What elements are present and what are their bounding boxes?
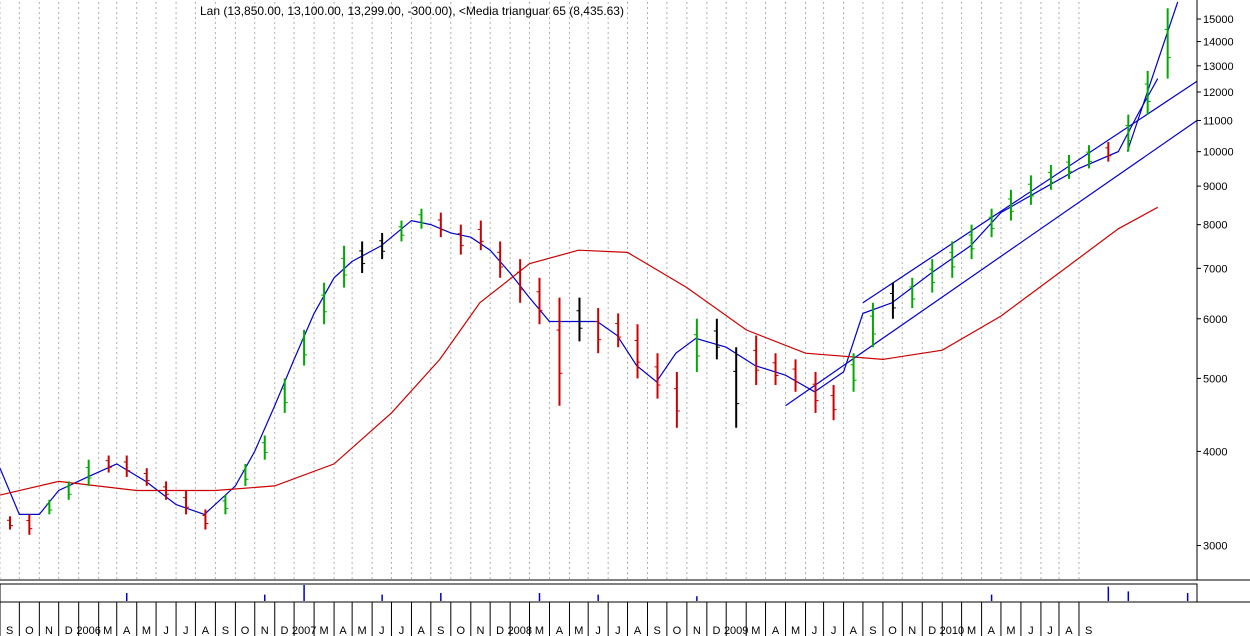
x-tick-label: M (967, 625, 976, 636)
x-tick-label: J (615, 625, 621, 636)
x-tick-label: M (142, 625, 151, 636)
x-tick-label: M (791, 625, 800, 636)
x-tick-label: D (496, 625, 504, 636)
y-tick-label: 6000 (1203, 314, 1227, 326)
x-tick-label: J (1047, 625, 1053, 636)
x-tick-label: N (477, 625, 485, 636)
x-tick-label: M (319, 625, 328, 636)
x-tick-label: N (908, 625, 916, 636)
x-tick-label: M (1006, 625, 1015, 636)
vertical-grid (0, 2, 1080, 580)
x-tick-label: 2010 (940, 625, 964, 636)
x-tick-label: J (1028, 625, 1034, 636)
series-line-1 (0, 206, 1158, 496)
x-tick-label: J (379, 625, 385, 636)
x-tick-label: J (812, 625, 818, 636)
x-tick-label: N (45, 625, 53, 636)
x-tick-label: A (1065, 625, 1073, 636)
x-tick-label: 2009 (724, 625, 748, 636)
x-tick-label: S (6, 625, 13, 636)
x-axis: S O N D 2006 M A M J J A S O N D 2007 M A M J J A S O N D 2008 M A M J… (0, 601, 1250, 636)
y-tick-label: 4000 (1203, 446, 1227, 458)
y-tick-label: 13000 (1203, 61, 1234, 73)
y-tick-label: 14000 (1203, 37, 1234, 49)
x-tick-label: S (437, 625, 444, 636)
price-bars (7, 8, 1171, 535)
y-tick-label: 10000 (1203, 147, 1234, 159)
x-tick-label: A (556, 625, 564, 636)
chart-title: Lan (13,850.00, 13,100.00, 13,299.00, -3… (200, 4, 624, 18)
x-tick-label: J (183, 625, 189, 636)
x-tick-label: M (358, 625, 367, 636)
y-tick-label: 8000 (1203, 220, 1227, 232)
x-tick-label: D (713, 625, 721, 636)
y-tick-label: 12000 (1203, 87, 1234, 99)
y-tick-label: 11000 (1203, 115, 1233, 127)
x-tick-label: D (928, 625, 936, 636)
x-tick-label: A (988, 625, 996, 636)
x-tick-label: A (339, 625, 347, 636)
x-tick-label: M (751, 625, 760, 636)
series-line-0 (0, 78, 1159, 516)
x-tick-label: S (1085, 625, 1092, 636)
y-tick-label: 7000 (1203, 263, 1227, 275)
x-tick-label: O (25, 625, 34, 636)
x-tick-label: J (595, 625, 601, 636)
x-tick-label: D (280, 625, 288, 636)
series-line-4 (1126, 1, 1179, 152)
x-tick-label: 2008 (508, 625, 532, 636)
x-tick-label: S (222, 625, 229, 636)
x-tick-label: S (654, 625, 661, 636)
x-tick-label: S (869, 625, 876, 636)
x-tick-label: A (417, 625, 425, 636)
y-tick-label: 15000 (1203, 14, 1234, 26)
x-tick-label: M (103, 625, 112, 636)
x-tick-label: O (888, 625, 897, 636)
x-tick-label: M (535, 625, 544, 636)
volume-panel (0, 583, 1198, 603)
x-tick-label: A (123, 625, 131, 636)
x-tick-label: O (241, 625, 250, 636)
x-tick-label: J (831, 625, 837, 636)
x-tick-label: A (772, 625, 780, 636)
x-tick-label: M (574, 625, 583, 636)
x-tick-label: 2007 (292, 625, 316, 636)
y-tick-label: 9000 (1203, 181, 1227, 193)
x-tick-label: J (399, 625, 405, 636)
x-tick-label: A (634, 625, 642, 636)
x-tick-label: N (261, 625, 269, 636)
x-tick-label: D (65, 625, 73, 636)
x-tick-label: O (673, 625, 682, 636)
y-tick-label: 3000 (1203, 541, 1227, 553)
x-tick-label: O (457, 625, 466, 636)
y-tick-label: 5000 (1203, 373, 1227, 385)
x-tick-label: A (850, 625, 858, 636)
y-axis: 3000 4000 5000 6000 7000 8000 9000 10000 11000 12… (0, 0, 1250, 581)
x-tick-label: 2006 (76, 625, 100, 636)
x-tick-label: A (202, 625, 210, 636)
x-tick-label: J (163, 625, 169, 636)
x-tick-label: N (693, 625, 701, 636)
